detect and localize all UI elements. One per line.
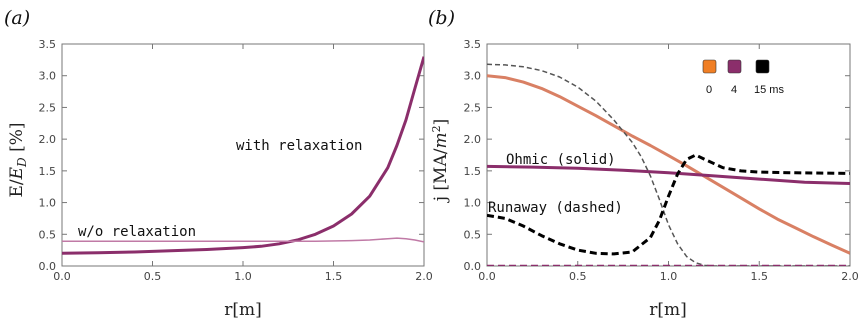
series-line-3	[487, 153, 850, 256]
x-tick-label: 0.5	[569, 270, 587, 283]
y-tick-label: 2.0	[464, 133, 482, 146]
y-tick-label: 1.5	[464, 165, 482, 178]
series-line-2	[487, 63, 850, 266]
x-tick-label: 0.0	[53, 270, 71, 283]
y-tick-label: 0.5	[39, 228, 57, 241]
panel-a: (a) E/ED [%] r[m] 0.0 0.5 1.0 1.5 2.0 0.0 0.5 1…	[4, 7, 433, 320]
panel-b-y-axis-label: j [MA/m2]	[430, 119, 451, 203]
x-tick-label: 0.0	[478, 270, 496, 283]
y-tick-label: 0.0	[39, 260, 57, 273]
panel-a-y-axis-label: E/ED [%]	[7, 122, 29, 197]
y-tick-label: 0.0	[464, 260, 482, 273]
legend-swatch-0	[702, 59, 717, 74]
legend-swatch-2	[755, 59, 770, 74]
x-tick-label: 2.0	[415, 270, 433, 283]
y-tick-label: 2.5	[464, 101, 482, 114]
y-tick-label: 0.5	[464, 228, 482, 241]
y-tick-label: 2.0	[39, 133, 57, 146]
legend-label-1: 4	[731, 84, 737, 96]
legend-swatch-1	[727, 59, 742, 74]
y-tick-label: 3.5	[464, 38, 482, 51]
x-tick-label: 0.5	[144, 270, 162, 283]
y-tick-label: 1.0	[39, 197, 57, 210]
y-tick-label: 3.0	[39, 70, 57, 83]
series-line-1	[487, 164, 850, 185]
legend-label-0: 0	[706, 84, 712, 96]
series-line-0	[62, 56, 424, 255]
series-line-1	[62, 237, 424, 243]
y-tick-label: 2.5	[39, 101, 57, 114]
x-tick-label: 2.0	[841, 270, 859, 283]
panel-b-x-axis-label: r[m]	[649, 300, 687, 320]
annotation-1: w/o relaxation	[78, 224, 196, 240]
annotation-0: Ohmic (solid)	[506, 152, 616, 168]
y-tick-label: 1.0	[464, 197, 482, 210]
x-tick-label: 1.5	[751, 270, 769, 283]
y-tick-label: 3.0	[464, 70, 482, 83]
annotation-0: with relaxation	[236, 138, 362, 154]
y-tick-label: 1.5	[39, 165, 57, 178]
x-tick-label: 1.0	[660, 270, 678, 283]
panel-b-label: (b)	[428, 7, 455, 29]
legend-label-2: 15 ms	[754, 84, 784, 96]
y-tick-label: 3.5	[39, 38, 57, 51]
panel-a-label: (a)	[4, 7, 30, 29]
x-tick-label: 1.0	[234, 270, 252, 283]
annotation-1: Runaway (dashed)	[488, 200, 623, 216]
series-line-0	[487, 74, 850, 255]
panel-b: (b) j [MA/m2] r[m] 0.0 0.5 1.0 1.5 2.0 0.0 0.5…	[428, 7, 859, 320]
panel-a-x-axis-label: r[m]	[224, 300, 262, 320]
x-tick-label: 1.5	[325, 270, 343, 283]
